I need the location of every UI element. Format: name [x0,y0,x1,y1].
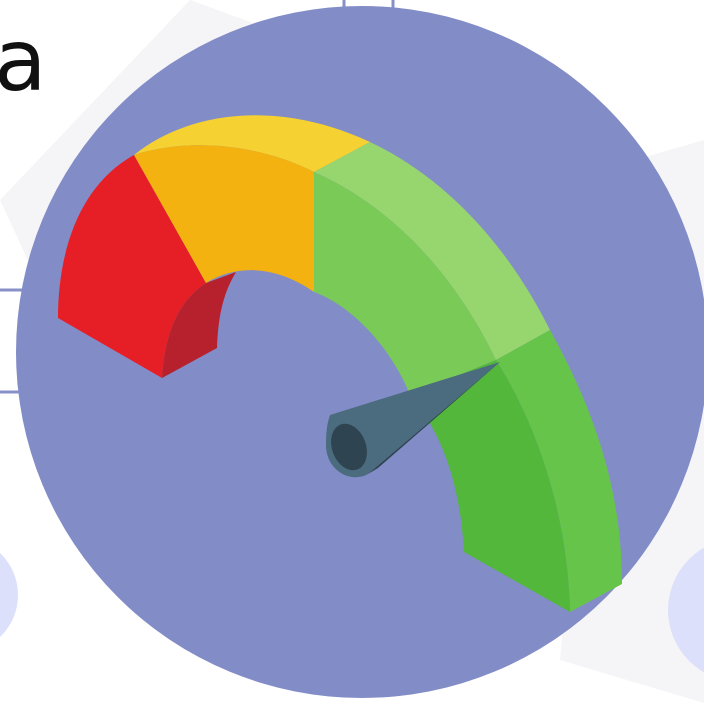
gauge-segment-green [496,330,622,612]
gauge-arc [58,115,622,612]
gauge-needle [326,362,500,478]
gauge-segment-red-inner [162,272,236,378]
gauge-segment-red [58,155,206,378]
partial-heading-text: a [0,11,47,111]
gauge-segment-orange [134,145,314,292]
needle-body [326,362,500,478]
side-circle-right [668,547,704,673]
side-circle-left [0,553,18,637]
gauge-segment-green-light [314,142,550,360]
gauge-segment-green-dark [410,360,570,612]
gauge-segment-yellow [134,115,370,172]
gauge-segment-green-mid [314,172,496,395]
needle-shadow [368,362,500,474]
needle-hub [331,423,367,471]
